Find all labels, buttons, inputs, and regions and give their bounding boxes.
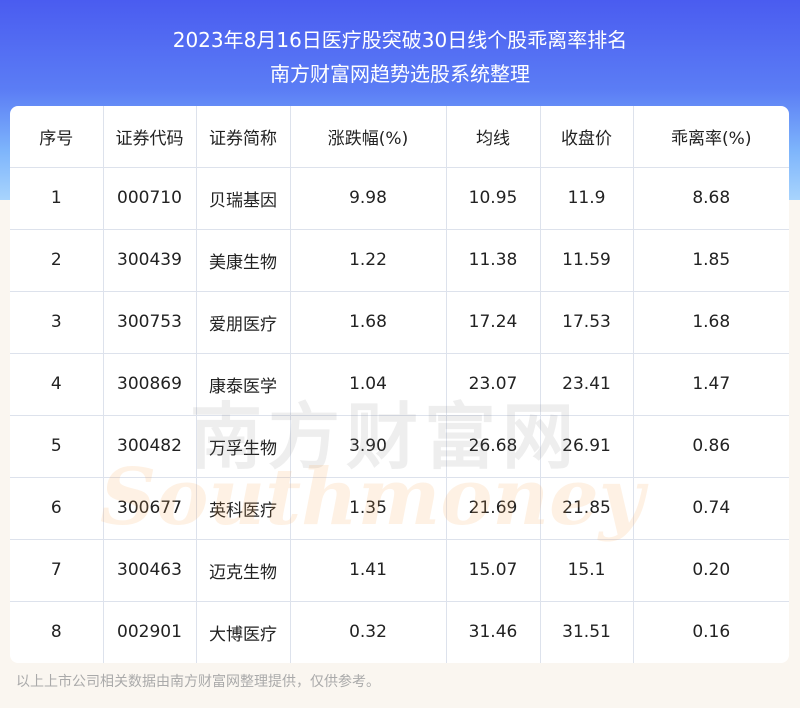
table-cell: 26.68 xyxy=(446,415,541,478)
table-cell: 贝瑞基因 xyxy=(196,167,291,230)
column-header: 涨跌幅(%) xyxy=(290,106,447,168)
table-cell: 1.68 xyxy=(633,291,789,354)
table-cell: 3 xyxy=(10,291,104,354)
ranking-table-card: 序号 证券代码 证券简称 涨跌幅(%) 均线 收盘价 乖离率(%) 1 000710 贝瑞基因 9… xyxy=(10,106,789,663)
table-row: 1 000710 贝瑞基因 9.98 10.95 11.9 8.68 xyxy=(10,167,789,230)
page-subtitle: 南方财富网趋势选股系统整理 xyxy=(270,62,530,86)
table-cell: 8.68 xyxy=(633,167,789,230)
table-cell: 17.24 xyxy=(446,291,541,354)
table-cell: 11.59 xyxy=(540,229,634,292)
table-cell: 11.9 xyxy=(540,167,634,230)
table-cell: 23.41 xyxy=(540,353,634,416)
table-cell: 1.85 xyxy=(633,229,789,292)
table-row: 2 300439 美康生物 1.22 11.38 11.59 1.85 xyxy=(10,229,789,292)
page-title: 2023年8月16日医疗股突破30日线个股乖离率排名 xyxy=(172,28,628,52)
table-cell: 6 xyxy=(10,477,104,540)
table-cell: 15.1 xyxy=(540,539,634,602)
table-cell: 4 xyxy=(10,353,104,416)
table-cell: 21.69 xyxy=(446,477,541,540)
table-cell: 0.20 xyxy=(633,539,789,602)
table-cell: 300439 xyxy=(103,229,197,292)
table-cell: 26.91 xyxy=(540,415,634,478)
table-row: 8 002901 大博医疗 0.32 31.46 31.51 0.16 xyxy=(10,601,789,663)
table-cell: 0.16 xyxy=(692,622,731,643)
table-cell: 300463 xyxy=(103,539,197,602)
table-cell: 300869 xyxy=(103,353,197,416)
column-header: 证券代码 xyxy=(103,106,197,168)
column-header: 均线 xyxy=(446,106,541,168)
table-cell: 300482 xyxy=(103,415,197,478)
table-cell: 迈克生物 xyxy=(196,539,291,602)
column-header: 收盘价 xyxy=(540,106,634,168)
table-cell: 0.32 xyxy=(290,601,447,663)
table-cell: 爱朋医疗 xyxy=(196,291,291,354)
table-cell: 大博医疗 xyxy=(196,601,291,663)
table-cell: 1.22 xyxy=(290,229,447,292)
table-cell: 10.95 xyxy=(446,167,541,230)
table-cell: 31.46 xyxy=(446,601,541,663)
ranking-table: 序号 证券代码 证券简称 涨跌幅(%) 均线 收盘价 乖离率(%) 1 000710 贝瑞基因 9… xyxy=(10,106,789,663)
table-row: 7 300463 迈克生物 1.41 15.07 15.1 0.20 xyxy=(10,539,789,602)
table-cell: 11.38 xyxy=(446,229,541,292)
table-cell: 300677 xyxy=(103,477,197,540)
table-cell: 5 xyxy=(10,415,104,478)
table-cell: 1.68 xyxy=(290,291,447,354)
table-cell: 23.07 xyxy=(446,353,541,416)
table-cell: 8 xyxy=(10,601,104,663)
table-cell: 300753 xyxy=(103,291,197,354)
column-header: 乖离率(%) xyxy=(633,106,789,168)
table-cell: 1.35 xyxy=(290,477,447,540)
table-cell: 1.41 xyxy=(290,539,447,602)
table-row: 4 300869 康泰医学 1.04 23.07 23.41 1.47 xyxy=(10,353,789,416)
table-cell: 3.90 xyxy=(290,415,447,478)
table-cell: 21.85 xyxy=(540,477,634,540)
table-cell: 31.51 xyxy=(540,601,634,663)
column-header: 序号 xyxy=(10,106,104,168)
disclaimer-footer: 以上上市公司相关数据由南方财富网整理提供，仅供参考。 xyxy=(16,674,380,690)
table-cell: 1.47 xyxy=(633,353,789,416)
table-cell: 1 xyxy=(10,167,104,230)
column-header: 证券简称 xyxy=(196,106,291,168)
table-cell: 7 xyxy=(10,539,104,602)
table-cell: 0.74 xyxy=(633,477,789,540)
table-cell: 2 xyxy=(10,229,104,292)
table-header-row: 序号 证券代码 证券简称 涨跌幅(%) 均线 收盘价 乖离率(%) xyxy=(10,106,789,168)
table-row: 3 300753 爱朋医疗 1.68 17.24 17.53 1.68 xyxy=(10,291,789,354)
table-cell: 9.98 xyxy=(290,167,447,230)
table-cell: 万孚生物 xyxy=(196,415,291,478)
table-cell: 17.53 xyxy=(540,291,634,354)
table-cell: 002901 xyxy=(103,601,197,663)
table-cell: 15.07 xyxy=(446,539,541,602)
table-cell: 000710 xyxy=(103,167,197,230)
table-row: 5 300482 万孚生物 3.90 26.68 26.91 0.86 xyxy=(10,415,789,478)
table-row: 6 300677 英科医疗 1.35 21.69 21.85 0.74 xyxy=(10,477,789,540)
table-cell: 美康生物 xyxy=(196,229,291,292)
table-cell: 英科医疗 xyxy=(196,477,291,540)
table-cell: 康泰医学 xyxy=(196,353,291,416)
table-cell: 0.86 xyxy=(633,415,789,478)
table-cell: 1.04 xyxy=(290,353,447,416)
